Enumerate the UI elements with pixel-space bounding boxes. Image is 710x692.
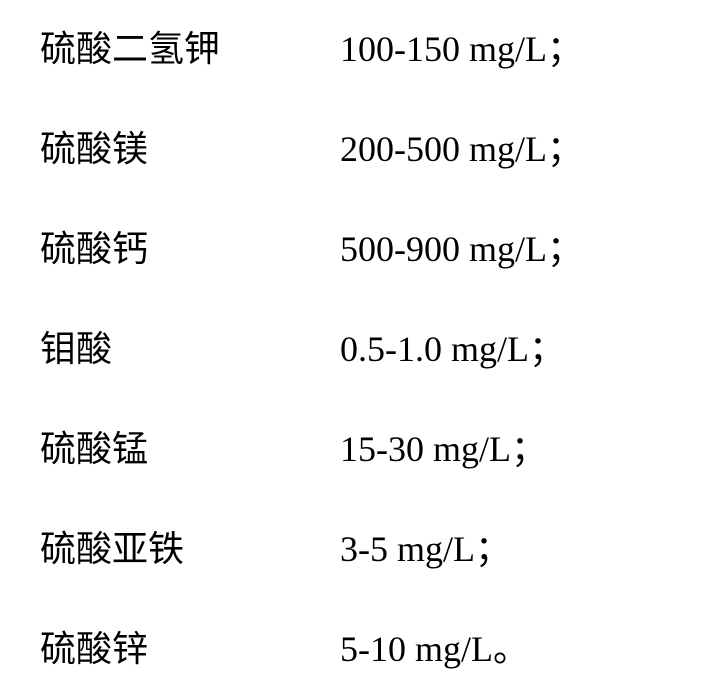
- value-text: 15-30 mg/L: [340, 429, 511, 469]
- chemical-value: 15-30 mg/L；: [340, 420, 547, 472]
- chemical-name: 硫酸镁: [40, 120, 340, 172]
- row-punct: ；: [547, 229, 583, 269]
- chemical-value: 0.5-1.0 mg/L；: [340, 320, 565, 372]
- chemical-value: 100-150 mg/L；: [340, 20, 583, 72]
- table-row: 硫酸锌 5-10 mg/L。: [40, 620, 670, 672]
- chemical-value: 5-10 mg/L。: [340, 620, 529, 672]
- chemical-table: 硫酸二氢钾 100-150 mg/L； 硫酸镁 200-500 mg/L； 硫酸…: [0, 0, 710, 692]
- chemical-name: 硫酸钙: [40, 220, 340, 272]
- row-punct: 。: [493, 629, 529, 669]
- table-row: 硫酸锰 15-30 mg/L；: [40, 420, 670, 472]
- chemical-value: 200-500 mg/L；: [340, 120, 583, 172]
- row-punct: ；: [511, 429, 547, 469]
- value-text: 100-150 mg/L: [340, 29, 547, 69]
- value-text: 200-500 mg/L: [340, 129, 547, 169]
- table-row: 硫酸亚铁 3-5 mg/L；: [40, 520, 670, 572]
- row-punct: ；: [547, 29, 583, 69]
- value-text: 3-5 mg/L: [340, 529, 475, 569]
- chemical-name: 钼酸: [40, 320, 340, 372]
- row-punct: ；: [475, 529, 511, 569]
- chemical-name: 硫酸二氢钾: [40, 20, 340, 72]
- chemical-name: 硫酸锰: [40, 420, 340, 472]
- value-text: 0.5-1.0 mg/L: [340, 329, 529, 369]
- table-row: 钼酸 0.5-1.0 mg/L；: [40, 320, 670, 372]
- value-text: 5-10 mg/L: [340, 629, 493, 669]
- table-row: 硫酸钙 500-900 mg/L；: [40, 220, 670, 272]
- value-text: 500-900 mg/L: [340, 229, 547, 269]
- chemical-name: 硫酸锌: [40, 620, 340, 672]
- chemical-value: 500-900 mg/L；: [340, 220, 583, 272]
- chemical-name: 硫酸亚铁: [40, 520, 340, 572]
- table-row: 硫酸镁 200-500 mg/L；: [40, 120, 670, 172]
- row-punct: ；: [547, 129, 583, 169]
- chemical-value: 3-5 mg/L；: [340, 520, 511, 572]
- row-punct: ；: [529, 329, 565, 369]
- table-row: 硫酸二氢钾 100-150 mg/L；: [40, 20, 670, 72]
